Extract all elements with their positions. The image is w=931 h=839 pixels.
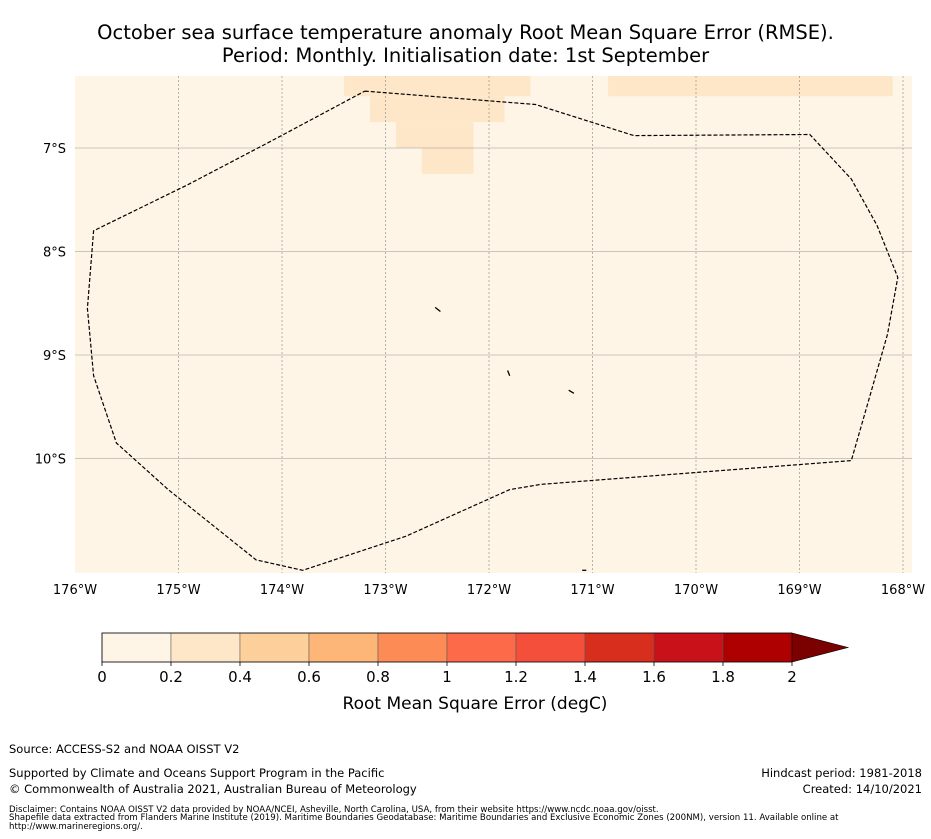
colorbar-segment bbox=[515, 632, 586, 663]
colorbar-tick-label: 1 bbox=[442, 668, 452, 686]
rmse-cell bbox=[344, 76, 531, 97]
eez-boundary-line bbox=[86, 90, 899, 571]
colorbar-tick-label: 1.4 bbox=[573, 668, 597, 686]
chart-title-line-1: October sea surface temperature anomaly … bbox=[97, 21, 834, 44]
colorbar-tick-label: 1.8 bbox=[711, 668, 735, 686]
longitude-tick-label: 172°W bbox=[467, 583, 511, 598]
longitude-tick-label: 170°W bbox=[674, 583, 718, 598]
rmse-cell bbox=[395, 122, 474, 148]
colorbar-tick-label: 0.8 bbox=[366, 668, 390, 686]
island-outline bbox=[434, 306, 441, 313]
created-date-text: Created: 14/10/2021 bbox=[802, 782, 922, 796]
chart-title-line-2: Period: Monthly. Initialisation date: 1s… bbox=[221, 44, 710, 67]
colorbar-segment bbox=[377, 632, 448, 663]
colorbar-tick-label: 0 bbox=[97, 668, 107, 686]
support-text: Supported by Climate and Oceans Support … bbox=[9, 766, 385, 780]
colorbar-label: Root Mean Square Error (degC) bbox=[343, 694, 608, 714]
rmse-cell bbox=[608, 76, 893, 97]
colorbar-segment bbox=[653, 632, 724, 663]
colorbar-tick-label: 2 bbox=[787, 668, 797, 686]
longitude-tick-label: 175°W bbox=[156, 583, 200, 598]
copyright-text: © Commonwealth of Australia 2021, Austra… bbox=[9, 782, 417, 796]
colorbar-tick-label: 0.2 bbox=[159, 668, 183, 686]
hindcast-period-text: Hindcast period: 1981-2018 bbox=[761, 766, 922, 780]
rmse-cell bbox=[369, 96, 505, 123]
colorbar-segment bbox=[170, 632, 241, 663]
source-text: Source: ACCESS-S2 and NOAA OISST V2 bbox=[9, 742, 240, 756]
colorbar-segment bbox=[239, 632, 310, 663]
island-outline bbox=[506, 370, 511, 376]
colorbar-segment bbox=[446, 632, 517, 663]
colorbar-tick-label: 1.2 bbox=[504, 668, 528, 686]
colorbar-segment bbox=[584, 632, 655, 663]
colorbar-segment bbox=[308, 632, 379, 663]
colorbar-tick-label: 1.6 bbox=[642, 668, 666, 686]
colorbar-tick-label: 0.6 bbox=[297, 668, 321, 686]
latitude-tick-label: 8°S bbox=[43, 246, 66, 261]
colorbar-segment bbox=[722, 632, 793, 663]
longitude-tick-label: 168°W bbox=[881, 583, 925, 598]
colorbar-extend-arrow bbox=[791, 632, 850, 663]
latitude-tick-label: 10°S bbox=[35, 453, 66, 468]
disclaimer-line-2: Shapefile data extracted from Flanders M… bbox=[9, 813, 839, 823]
longitude-tick-label: 173°W bbox=[363, 583, 407, 598]
longitude-tick-label: 171°W bbox=[570, 583, 614, 598]
colorbar-segment bbox=[101, 632, 172, 663]
longitude-tick-label: 169°W bbox=[777, 583, 821, 598]
island-outline bbox=[568, 389, 575, 394]
disclaimer-line-3: http://www.marineregions.org/. bbox=[9, 822, 143, 832]
latitude-tick-label: 9°S bbox=[43, 349, 66, 364]
disclaimer-line-1: Disclaimer: Contains NOAA OISST V2 data … bbox=[9, 805, 659, 815]
longitude-tick-label: 176°W bbox=[53, 583, 97, 598]
colorbar-tick-label: 0.4 bbox=[228, 668, 252, 686]
latitude-tick-label: 7°S bbox=[43, 142, 66, 157]
longitude-tick-label: 174°W bbox=[260, 583, 304, 598]
rmse-cell bbox=[421, 148, 474, 174]
map-background bbox=[75, 76, 912, 573]
